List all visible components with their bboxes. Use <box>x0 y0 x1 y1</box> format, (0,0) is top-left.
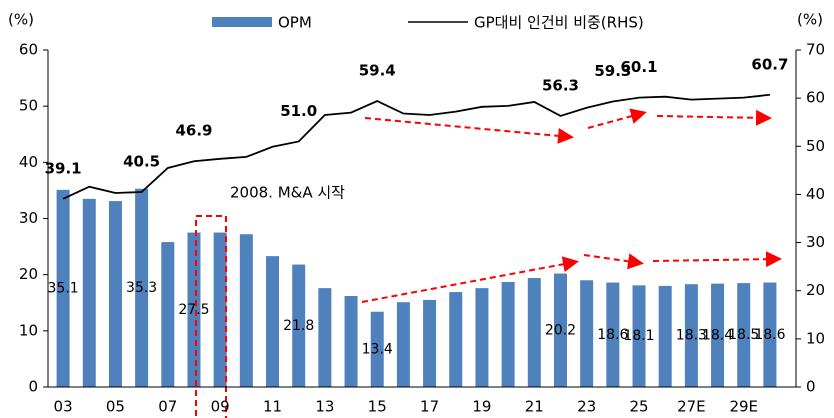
bar <box>344 296 358 387</box>
x-tick-label: 07 <box>158 398 177 416</box>
x-tick-label: 21 <box>525 398 544 416</box>
trend-arrow <box>652 251 782 268</box>
legend-swatch <box>212 17 272 27</box>
bar-value-label: 18.6 <box>597 327 628 343</box>
legend-label: OPM <box>278 14 312 32</box>
bar <box>632 285 646 387</box>
bar <box>527 278 541 387</box>
bar <box>266 256 280 387</box>
bar <box>449 292 463 387</box>
y2-axis-label: (%) <box>797 11 823 29</box>
x-tick-label: 17 <box>420 398 439 416</box>
y-axis-label: (%) <box>8 11 34 29</box>
bar <box>56 189 70 387</box>
trend-arrow <box>361 256 579 303</box>
bar <box>684 284 698 387</box>
line-value-label: 51.0 <box>280 102 317 120</box>
bar-value-label: 13.4 <box>362 341 393 357</box>
bar <box>370 311 384 387</box>
trend-arrow <box>583 253 644 270</box>
y2-tick-label: 10 <box>806 329 825 347</box>
line-value-label: 40.5 <box>123 153 160 171</box>
x-tick-label: 15 <box>368 398 387 416</box>
y2-tick-label: 30 <box>806 233 825 251</box>
x-tick-label: 23 <box>577 398 596 416</box>
y-tick-label: 60 <box>19 41 38 59</box>
bar-value-label: 18.6 <box>754 327 785 343</box>
bar <box>423 299 437 387</box>
bar-value-label: 18.4 <box>702 327 733 343</box>
bar <box>711 283 725 387</box>
x-tick-label: 11 <box>263 398 282 416</box>
y-tick-label: 10 <box>19 321 38 339</box>
bar-value-label: 20.2 <box>545 322 576 338</box>
bar <box>135 188 149 387</box>
bar-value-label: 35.3 <box>126 280 157 296</box>
line-value-label: 59.4 <box>359 62 396 80</box>
line-value-label: 56.3 <box>542 76 579 94</box>
x-tick-label: 03 <box>54 398 73 416</box>
line-value-label: 39.1 <box>45 159 82 177</box>
y-tick-label: 0 <box>28 378 38 396</box>
trend-arrow <box>587 108 647 129</box>
trend-arrow <box>656 109 772 126</box>
bar <box>108 201 122 387</box>
y-tick-label: 30 <box>19 209 38 227</box>
bar <box>501 281 515 387</box>
bar-value-label: 27.5 <box>178 302 209 318</box>
bar <box>396 302 410 387</box>
bar <box>318 288 332 387</box>
line <box>62 93 771 200</box>
x-tick-label: 09 <box>211 398 230 416</box>
bar-value-label: 35.1 <box>48 280 79 296</box>
bar <box>239 234 253 387</box>
x-tick-label: 05 <box>106 398 125 416</box>
y2-tick-label: 40 <box>806 185 825 203</box>
bar <box>553 273 567 387</box>
x-tick-label: 25 <box>629 398 648 416</box>
legend-label: GP대비 인건비 비중(RHS) <box>474 14 644 32</box>
x-tick-label: 29E <box>729 398 758 416</box>
y2-tick-label: 50 <box>806 137 825 155</box>
trend-arrow <box>364 117 574 144</box>
bar <box>737 283 751 387</box>
bar <box>580 280 594 387</box>
bar <box>187 232 201 387</box>
y-tick-label: 50 <box>19 97 38 115</box>
bar <box>763 282 777 387</box>
y-tick-label: 40 <box>19 153 38 171</box>
bar <box>213 232 227 387</box>
y2-tick-label: 70 <box>806 41 825 59</box>
bar-value-label: 18.5 <box>728 327 759 343</box>
bar-value-label: 21.8 <box>283 318 314 334</box>
bar <box>161 242 175 387</box>
bar-value-label: 18.3 <box>676 328 707 344</box>
bar <box>82 198 96 387</box>
line-value-label: 60.7 <box>751 55 788 73</box>
y2-tick-label: 0 <box>806 378 816 396</box>
bar <box>606 282 620 387</box>
highlight-box <box>195 215 227 418</box>
bar <box>658 285 672 387</box>
line-value-label: 60.1 <box>621 58 658 76</box>
bar <box>292 264 306 387</box>
x-tick-label: 13 <box>315 398 334 416</box>
line-value-label: 46.9 <box>175 122 212 140</box>
y2-tick-label: 20 <box>806 281 825 299</box>
x-tick-label: 19 <box>472 398 491 416</box>
y-tick-label: 20 <box>19 265 38 283</box>
line-value-label: 59.3 <box>594 62 631 80</box>
bar <box>475 288 489 387</box>
annotation: 2008. M&A 시작 <box>230 184 345 202</box>
x-tick-label: 27E <box>677 398 706 416</box>
y2-tick-label: 60 <box>806 89 825 107</box>
bar-value-label: 18.1 <box>623 328 654 344</box>
